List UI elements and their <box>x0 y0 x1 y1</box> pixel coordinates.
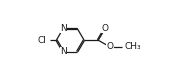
Text: N: N <box>60 24 67 33</box>
Text: O: O <box>106 42 113 51</box>
Text: O: O <box>101 24 108 33</box>
Text: CH₃: CH₃ <box>124 42 141 51</box>
Text: N: N <box>60 47 67 56</box>
Text: Cl: Cl <box>37 36 46 44</box>
